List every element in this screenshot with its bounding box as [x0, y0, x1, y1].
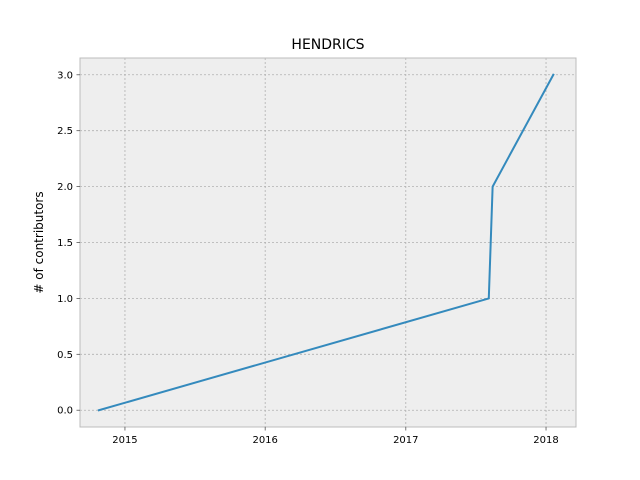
- x-tick-label: 2016: [252, 435, 277, 446]
- chart-title: HENDRICS: [291, 37, 364, 53]
- y-tick-label: 0.5: [57, 350, 73, 361]
- x-axis-ticks: 2015 2016 2017 2018: [112, 427, 559, 446]
- y-axis-ticks: 0.0 0.5 1.0 1.5 2.0 2.5 3.0: [57, 70, 80, 417]
- y-tick-label: 2.0: [57, 182, 73, 193]
- x-tick-label: 2015: [112, 435, 137, 446]
- series-line: [97, 73, 555, 412]
- y-axis-label: # of contributors: [32, 191, 46, 293]
- y-tick-label: 1.0: [57, 294, 73, 305]
- y-tick-label: 1.5: [57, 238, 73, 249]
- x-tick-label: 2018: [533, 435, 558, 446]
- y-tick-label: 2.5: [57, 126, 73, 137]
- y-tick-label: 3.0: [57, 70, 73, 81]
- series-layer: [97, 73, 555, 412]
- y-tick-label: 0.0: [57, 406, 73, 417]
- x-tick-label: 2017: [393, 435, 418, 446]
